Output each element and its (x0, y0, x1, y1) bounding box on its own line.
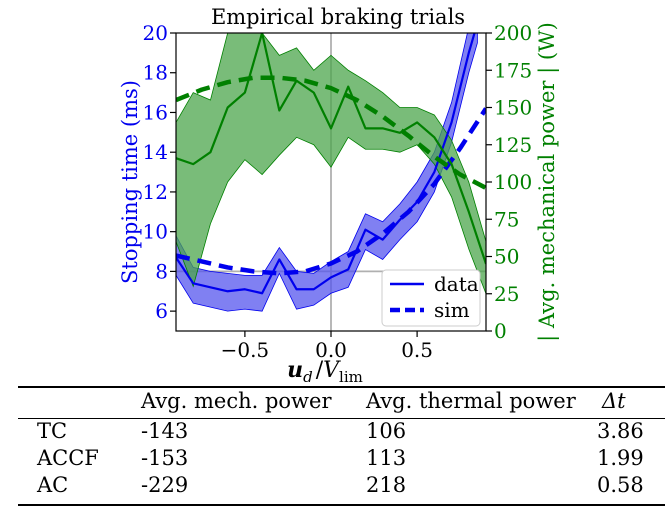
table-top-rule (18, 386, 665, 388)
power_data-band (176, 33, 486, 294)
sim-line (176, 107, 486, 276)
y-axis-right-label: | Avg. mechanical power | (W) (535, 22, 560, 342)
row-ac-name: AC (37, 473, 69, 497)
x-tick-label: 0.0 (315, 338, 347, 362)
x-label-sub-d: d (303, 368, 313, 383)
header-thermal-power: Avg. thermal power (366, 389, 576, 413)
y-left-tick-label: 16 (143, 100, 168, 124)
y-right-tick-label: 150 (494, 96, 532, 120)
row-tc-dt: 3.86 (597, 419, 644, 443)
row-tc-name: TC (37, 419, 68, 443)
data-band (176, 33, 478, 312)
row-tc-mech: -143 (141, 419, 189, 443)
data-line (176, 33, 476, 295)
y-left-tick-label: 10 (143, 220, 168, 244)
row-tc-thermal: 106 (366, 419, 407, 443)
table-mid-rule (18, 418, 665, 419)
x-tick-label: 0.5 (401, 338, 433, 362)
power_sim-line (176, 75, 486, 190)
y-axis-left-label: Stopping time (ms) (118, 80, 142, 284)
y-left-tick-label: 14 (143, 140, 168, 164)
y-right-tick-label: 100 (494, 170, 532, 194)
x-tick-label: −0.5 (221, 338, 270, 362)
y-left-tick-label: 6 (155, 299, 168, 323)
y-right-tick-label: 75 (494, 207, 519, 231)
row-accf-dt: 1.99 (597, 446, 644, 470)
header-delta-t: Δt (602, 389, 626, 413)
x-label-u: u (287, 357, 303, 383)
row-ac-dt: 0.58 (597, 473, 644, 497)
x-label-slash: / (316, 358, 324, 383)
row-accf-thermal: 113 (366, 446, 407, 470)
y-left-tick-label: 20 (143, 21, 168, 45)
x-label-sub-lim: lim (339, 368, 363, 383)
row-accf-name: ACCF (37, 446, 99, 470)
y-right-tick-label: 0 (494, 319, 507, 343)
legend-sim-label: sim (434, 298, 470, 322)
chart-title: Empirical braking trials (211, 5, 465, 29)
y-right-tick-label: 25 (494, 282, 519, 306)
header-mech-power: Avg. mech. power (141, 389, 332, 413)
power_data-line (176, 33, 486, 265)
row-ac-thermal: 218 (366, 473, 407, 497)
legend: data sim (381, 269, 481, 327)
y-right-tick-label: 175 (494, 58, 532, 82)
y-right-tick-label: 200 (494, 21, 532, 45)
row-ac-mech: -229 (141, 473, 189, 497)
row-accf-mech: -153 (141, 446, 189, 470)
x-axis-label: ud/Vlim (287, 357, 363, 383)
chart: −0.5 0.0 0.5681012141618200255075100125150… (118, 5, 560, 383)
y-left-tick-label: 18 (143, 61, 168, 85)
y-left-tick-label: 8 (155, 259, 168, 283)
legend-data-label: data (434, 272, 479, 296)
x-label-V: V (323, 358, 341, 383)
y-right-tick-label: 50 (494, 245, 519, 269)
y-right-tick-label: 125 (494, 133, 532, 157)
y-left-tick-label: 12 (143, 180, 168, 204)
table-bottom-rule (18, 504, 665, 506)
